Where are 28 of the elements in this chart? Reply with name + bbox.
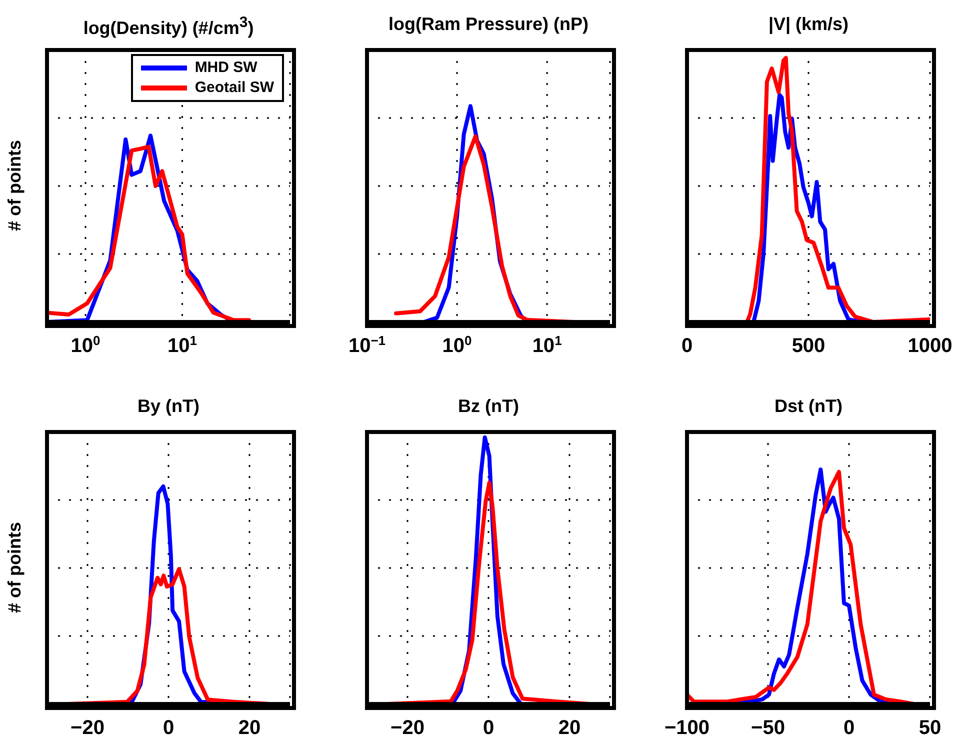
x-tick-label: 10$^{−1}$ bbox=[348, 332, 386, 357]
x-tick-label: 20 bbox=[558, 717, 581, 737]
chart-title: log(Density) (#/cm$^{3}$) bbox=[82, 14, 255, 39]
chart-title: By (nT) bbox=[136, 396, 200, 417]
y-axis-title: # of points bbox=[4, 521, 26, 615]
chart-title: Dst (nT) bbox=[774, 396, 844, 417]
x-tick-label: −50 bbox=[751, 717, 785, 737]
legend-label: Geotail SW bbox=[194, 78, 274, 98]
x-tick-label: 1000 bbox=[908, 335, 952, 357]
x-tick-label: 500 bbox=[792, 335, 826, 357]
x-tick-label: 0 bbox=[482, 717, 494, 737]
y-axis-title: # of points bbox=[4, 139, 26, 233]
chart-title: |V| (km/s) bbox=[767, 14, 850, 35]
x-tick-label: −20 bbox=[70, 717, 104, 737]
x-tick-label: 0 bbox=[162, 717, 174, 737]
x-tick-label: 50 bbox=[918, 717, 942, 737]
legend-label: MHD SW bbox=[194, 58, 258, 78]
x-tick-label: 20 bbox=[238, 717, 261, 737]
x-tick-label: 10$^{0}$ bbox=[442, 332, 472, 357]
x-tick-label: 10$^{0}$ bbox=[70, 332, 100, 357]
chart-title: Bz (nT) bbox=[457, 396, 520, 417]
x-tick-label: 10$^{1}$ bbox=[532, 332, 562, 357]
x-tick-label: 0 bbox=[843, 717, 855, 737]
x-tick-label: 0 bbox=[681, 335, 693, 357]
x-tick-label: −20 bbox=[390, 717, 424, 737]
x-tick-label: 10$^{1}$ bbox=[167, 332, 197, 357]
chart-title: log(Ram Pressure) (nP) bbox=[387, 14, 590, 35]
x-tick-label: −100 bbox=[664, 717, 710, 737]
